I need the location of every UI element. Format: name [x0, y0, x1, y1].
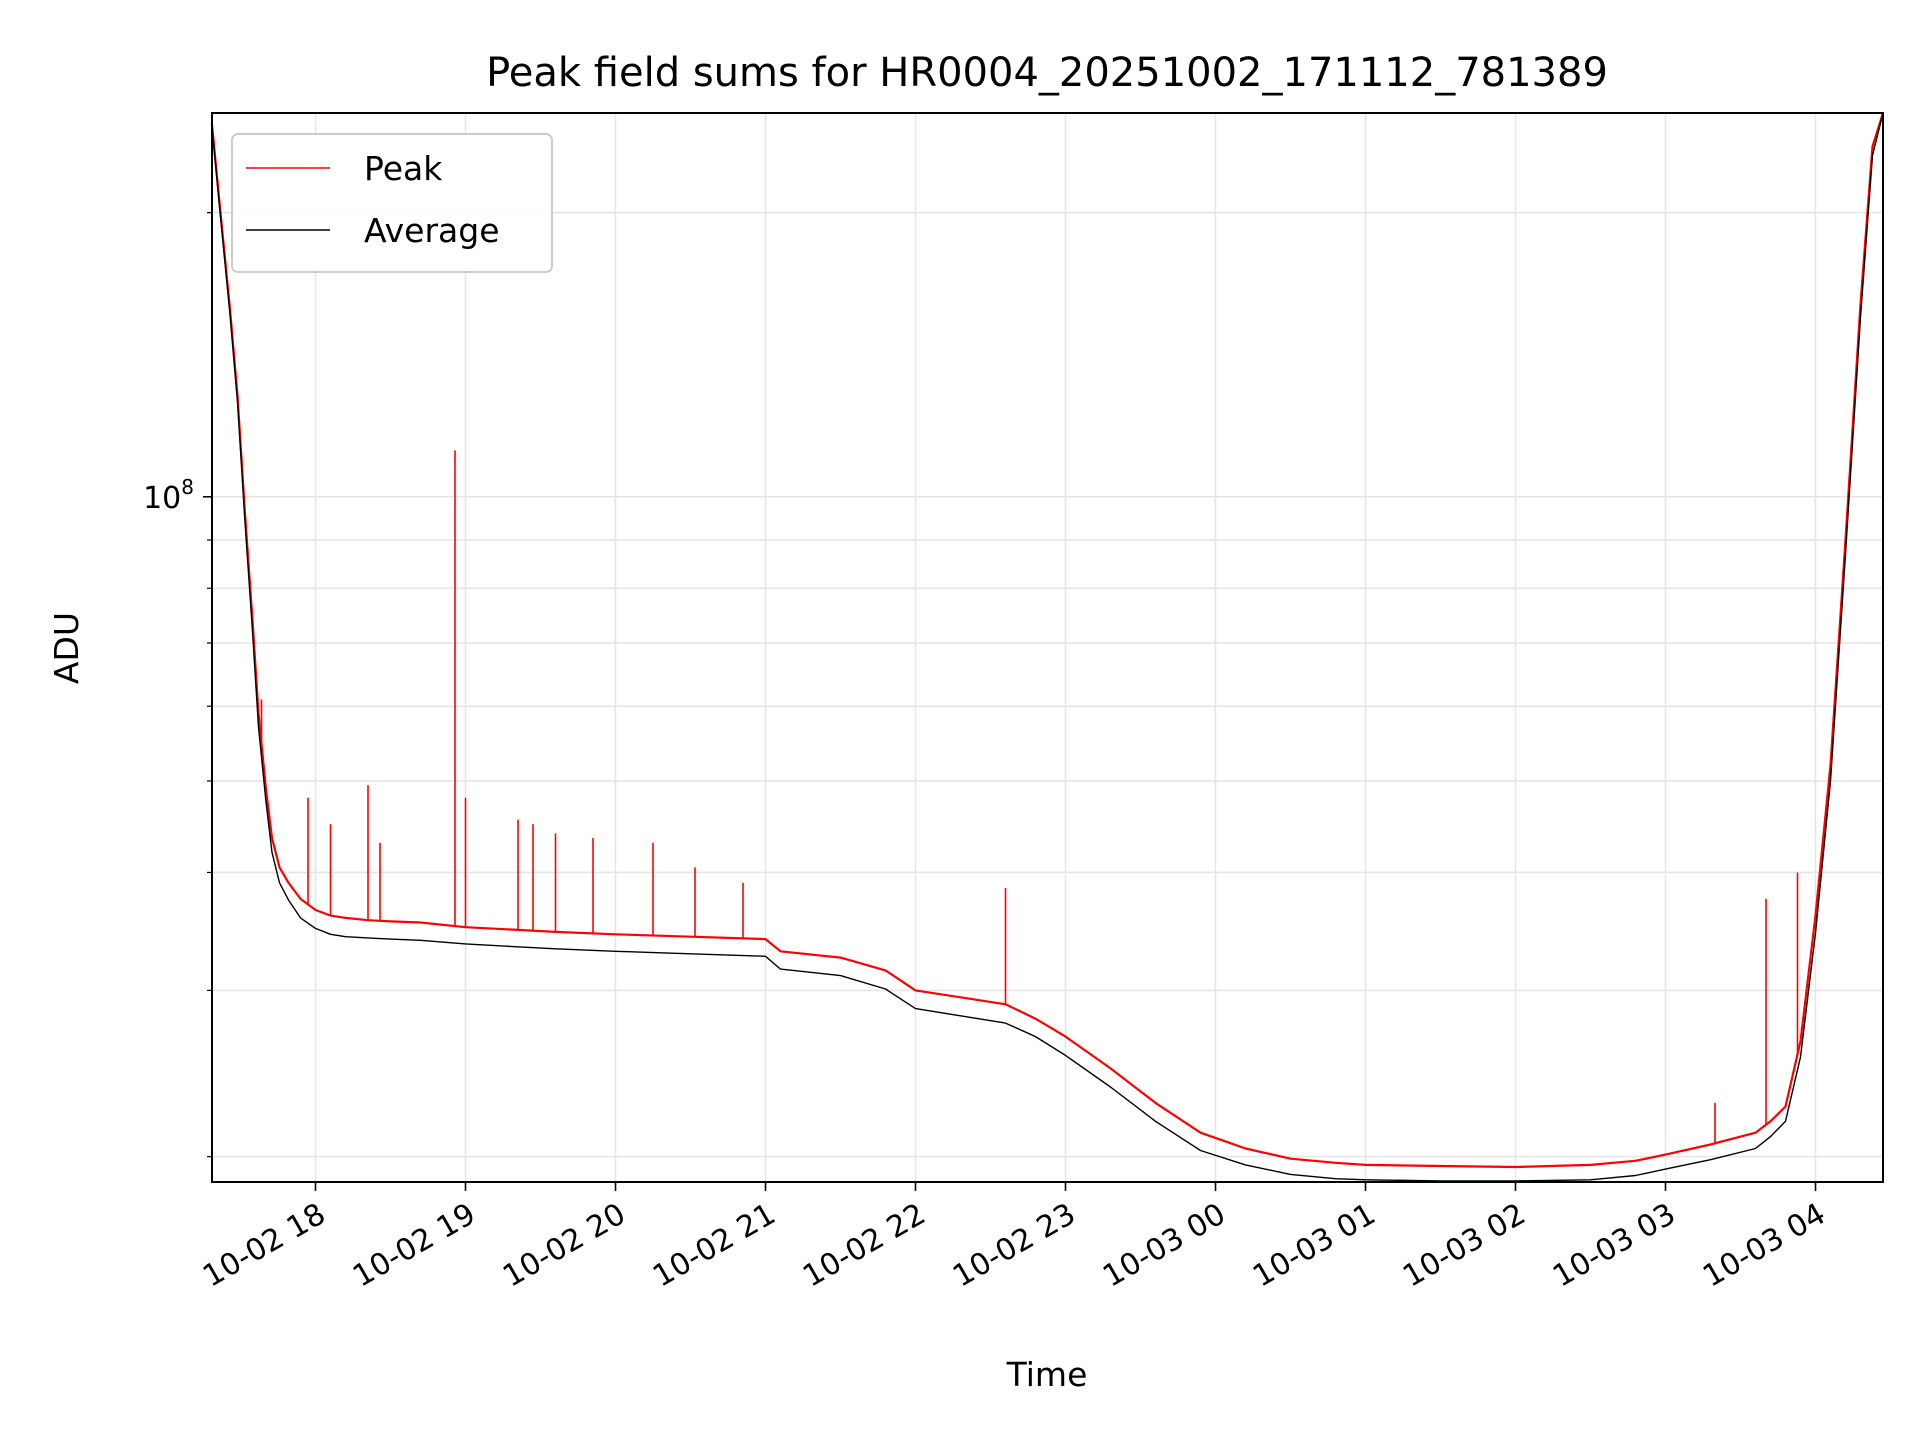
series-line-average [211, 112, 1884, 1182]
grid-layer [212, 113, 1883, 1182]
legend-label-average: Average [364, 211, 500, 250]
legend-label-peak: Peak [364, 149, 443, 188]
y-tick-label: 108 [143, 475, 194, 516]
chart-title: Peak field sums for HR0004_20251002_1711… [486, 50, 1608, 96]
series-line-peak [210, 112, 1885, 1169]
x-axis-label: Time [1006, 1355, 1088, 1394]
legend: Peak Average [231, 133, 553, 273]
plot-frame [211, 112, 1884, 1183]
series-layer [210, 112, 1885, 1182]
y-axis-label: ADU [47, 612, 86, 684]
